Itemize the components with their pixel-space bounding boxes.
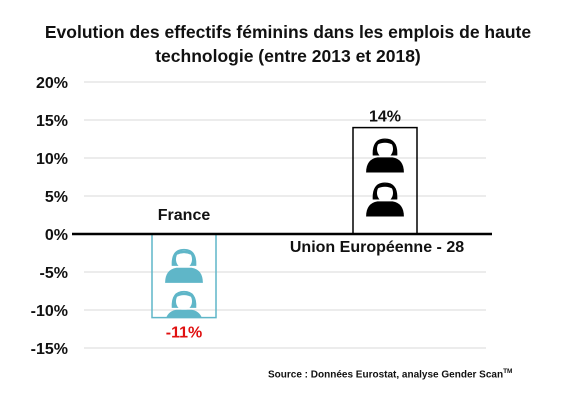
y-tick-label: -10% (31, 303, 68, 320)
category-label: France (158, 207, 211, 224)
chart-title: Evolution des effectifs féminins dans le… (0, 20, 576, 68)
y-tick-label: 10% (36, 151, 68, 168)
woman-figure-partial-icon (166, 290, 202, 318)
chart-title-line-1: Evolution des effectifs féminins dans le… (44, 22, 532, 42)
y-tick-label: 0% (45, 227, 68, 244)
woman-figure-icon (366, 138, 404, 173)
y-tick-label: -5% (40, 265, 68, 282)
category-label: Union Européenne - 28 (290, 239, 464, 256)
y-tick-label: 15% (36, 113, 68, 130)
chart-title-line-2: technologie (entre 2013 et 2018) (155, 46, 421, 66)
trademark-mark: TM (503, 368, 513, 375)
woman-figure-icon (165, 248, 203, 283)
y-tick-label: -15% (31, 341, 68, 358)
y-tick-label: 20% (36, 75, 68, 92)
data-label: -11% (166, 325, 202, 342)
source-note: Source : Données Eurostat, analyse Gende… (268, 368, 512, 380)
y-tick-label: 5% (45, 189, 68, 206)
source-text: Source : Données Eurostat, analyse Gende… (268, 369, 504, 381)
data-label: 14% (369, 109, 401, 126)
woman-figure-icon (366, 182, 404, 217)
